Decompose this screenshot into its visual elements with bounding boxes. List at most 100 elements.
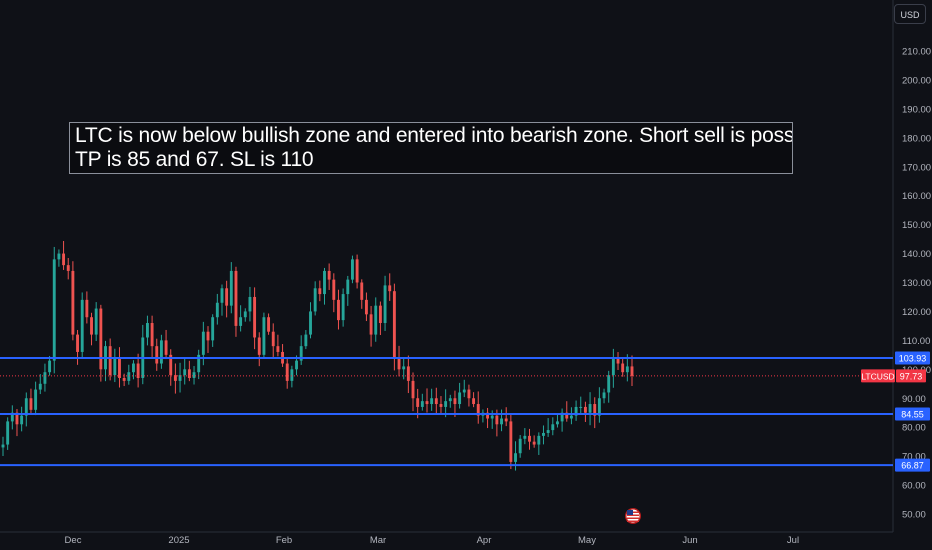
candle-body: [229, 270, 233, 306]
candle-body: [411, 380, 415, 399]
candle-body: [290, 369, 294, 381]
candle-body: [565, 412, 569, 419]
candle-body: [304, 334, 308, 347]
candle-body: [76, 334, 79, 352]
candle-body: [551, 424, 555, 431]
candle-body: [392, 291, 396, 358]
y-tick-label: 210.00: [902, 47, 931, 58]
candle-body: [192, 372, 196, 378]
x-tick-label: May: [578, 535, 596, 546]
candle-body: [630, 366, 634, 376]
candle-body: [276, 346, 280, 352]
x-tick-label: Mar: [370, 535, 386, 546]
candle-body: [453, 398, 457, 405]
candle-body: [215, 302, 219, 318]
candle-body: [34, 389, 38, 410]
candle-body: [29, 398, 33, 410]
candle-body: [509, 421, 513, 462]
candle-body: [48, 360, 52, 373]
candle-body: [211, 317, 215, 341]
candle-body: [383, 285, 387, 324]
candle-body: [38, 383, 42, 390]
candle-body: [108, 346, 112, 376]
us-flag-icon[interactable]: [625, 508, 641, 524]
x-tick-label: Jun: [682, 535, 697, 546]
candle-body: [560, 412, 564, 422]
candle-body: [150, 323, 154, 347]
candle-body: [430, 398, 434, 405]
level-label-bg: [895, 458, 930, 472]
candle-body: [397, 357, 401, 370]
candle-body: [99, 308, 103, 370]
candle-body: [262, 317, 266, 355]
candle-body: [425, 401, 429, 405]
candle-body: [337, 299, 340, 321]
candle-body: [406, 366, 410, 381]
candle-body: [52, 259, 56, 361]
candle-body: [318, 288, 322, 295]
candle-body: [434, 398, 438, 405]
candle-body: [220, 288, 224, 303]
candle-body: [187, 369, 191, 378]
candle-body: [24, 398, 28, 416]
candle-body: [402, 366, 406, 370]
candle-body: [514, 453, 517, 462]
candle-body: [574, 406, 578, 416]
candle-body: [57, 253, 61, 260]
candle-body: [607, 375, 611, 393]
candle-body: [271, 331, 275, 347]
candle-body: [206, 331, 210, 341]
y-tick-label: 90.00: [902, 394, 926, 405]
symbol-label: LTCUSD: [861, 371, 894, 381]
candle-body: [169, 354, 173, 376]
candle-body: [66, 265, 70, 271]
candle-body: [248, 296, 252, 312]
y-tick-label: 80.00: [902, 423, 926, 434]
x-tick-label: Feb: [276, 535, 292, 546]
candle-body: [299, 346, 303, 361]
candle-body: [313, 288, 317, 312]
candle-body: [593, 404, 597, 416]
candle-body: [155, 346, 159, 364]
candle-body: [537, 435, 541, 445]
candle-body: [546, 430, 550, 433]
candle-body: [267, 317, 271, 332]
candle-body: [239, 317, 243, 326]
candle-body: [15, 412, 19, 425]
x-tick-label: Jul: [787, 535, 799, 546]
y-tick-label: 140.00: [902, 249, 931, 260]
annotation-textbox[interactable]: LTC is now below bullish zone and entere…: [69, 122, 793, 174]
candle-body: [583, 406, 587, 413]
candle-body: [85, 299, 89, 318]
candle-body: [444, 401, 448, 407]
last-price-label: 97.73: [900, 371, 923, 381]
candle-body: [579, 406, 583, 408]
candle-body: [6, 421, 10, 445]
y-tick-label: 180.00: [902, 133, 931, 144]
candle-body: [616, 357, 620, 364]
y-tick-label: 200.00: [902, 75, 931, 86]
candle-body: [500, 418, 503, 425]
candle-body: [201, 331, 205, 355]
candle-body: [10, 412, 14, 422]
candle-body: [476, 404, 480, 416]
candle-body: [542, 432, 545, 436]
x-tick-label: 2025: [168, 535, 189, 546]
y-tick-label: 170.00: [902, 162, 931, 173]
last-price-label-bg: [896, 369, 926, 383]
candle-body: [462, 389, 466, 393]
currency-button[interactable]: USD: [894, 4, 926, 24]
candle-body: [113, 357, 117, 376]
candle-body: [243, 311, 247, 318]
candle-body: [458, 392, 462, 405]
candle-body: [136, 363, 140, 378]
candle-body: [523, 435, 527, 439]
candle-body: [323, 270, 326, 295]
candle-body: [164, 340, 168, 355]
candle-body: [556, 421, 559, 425]
candle-body: [71, 270, 75, 335]
candle-body: [20, 415, 24, 425]
candle-body: [439, 404, 443, 407]
